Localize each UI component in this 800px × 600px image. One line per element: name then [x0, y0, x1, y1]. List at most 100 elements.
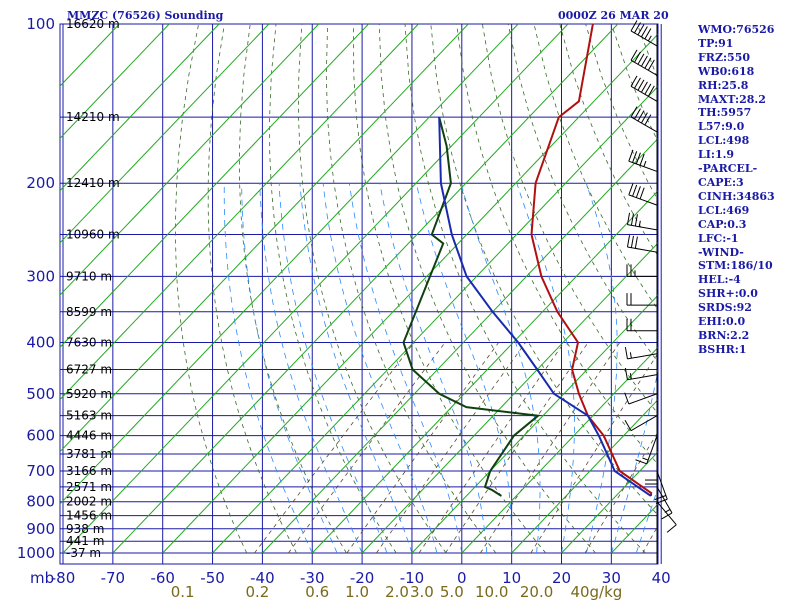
index-line: EHI:0.0 [698, 315, 746, 329]
temperature-tick-label: 40 [652, 569, 671, 587]
wind-barb-flag [634, 108, 641, 120]
pressure-tick-label: 200 [26, 174, 55, 192]
dry-adiabat [325, 24, 497, 554]
mixing-ratio-tick-label: 1.0 [345, 583, 369, 600]
wind-barb-flag [666, 524, 677, 533]
wind-barb-flag [624, 347, 628, 359]
isotherm-line [60, 24, 519, 505]
chart-date: 0000Z 26 MAR 20 [558, 9, 669, 22]
height-label: 3166 m [66, 464, 112, 478]
dry-adiabat [238, 24, 347, 554]
isotherm-line [361, 242, 658, 554]
mixing-ratio-line [642, 524, 658, 554]
temperature-tick-label: -10 [400, 569, 425, 587]
wind-barb-flag [637, 53, 645, 65]
wind-barb-flag [634, 77, 641, 89]
temperature-tick-label: -60 [150, 569, 175, 587]
dry-adiabat [378, 24, 596, 554]
wind-barb-flag [644, 28, 652, 40]
mixing-ratio-tick-label: 0.2 [245, 583, 269, 600]
height-label: 12410 m [66, 176, 120, 190]
index-line: LCL:498 [698, 134, 750, 148]
wind-barb-flag [637, 24, 645, 36]
wind-barb-staff [630, 116, 658, 133]
mixing-ratio-tick-label: 2.0 [385, 583, 409, 600]
dry-adiabat [174, 24, 248, 554]
wind-barb [624, 367, 658, 381]
index-line: TH:5957 [698, 106, 752, 120]
index-line: STM:186/10 [698, 259, 773, 273]
mixing-ratio-tick-label: 20.0 [520, 583, 553, 600]
isotherm-line [461, 346, 658, 554]
wind-barb [628, 149, 658, 172]
wind-barb-flag [640, 26, 648, 38]
height-label: 1456 m [66, 509, 112, 523]
indices-panel: WMO:76526 TP:91 FRZ:550 WB0:618 RH:25.8 MAXT:… [698, 23, 775, 357]
height-label: 5920 m [66, 387, 112, 401]
wind-barb-flag [635, 152, 641, 165]
pressure-tick-label: 600 [26, 427, 55, 445]
moist-adiabat [241, 183, 338, 554]
index-line: SRDS:92 [698, 301, 752, 315]
wind-barbs [624, 20, 677, 564]
wind-barb-flag [626, 212, 631, 225]
wind-barb-flag [634, 51, 641, 63]
index-line: LI:1.9 [698, 148, 735, 162]
wind-barb-flag [647, 85, 655, 97]
dry-adiabat [353, 24, 547, 554]
wind-barb-staff [627, 246, 658, 253]
wind-barb-flag [637, 79, 645, 91]
height-label: 6727 m [66, 363, 112, 377]
isotherm-line [62, 24, 569, 554]
wind-barb-flag [644, 83, 652, 95]
pressure-tick-label: 700 [26, 462, 55, 480]
wind-barb-staff [656, 501, 677, 526]
wind-barb [630, 106, 658, 133]
wind-barb-staff [628, 393, 658, 405]
pressure-tick-label: 400 [26, 333, 55, 351]
pressure-tick-label: 500 [26, 385, 55, 403]
index-line: WMO:76526 [698, 23, 775, 36]
moist-adiabat [223, 183, 313, 554]
height-label: 5163 m [66, 409, 112, 423]
isotherm-line [60, 24, 320, 296]
wind-barb-flag [634, 22, 641, 34]
wind-barb-half-flag [629, 352, 632, 359]
moist-adiabat [611, 368, 658, 554]
wind-barb [628, 183, 658, 206]
moist-adiabat [299, 183, 413, 554]
series-temperature-line [530, 24, 653, 497]
index-line: MAXT:28.2 [698, 92, 766, 106]
index-line: HEL:-4 [698, 273, 741, 287]
wind-barb [630, 20, 658, 47]
wind-barb-flag [634, 236, 638, 249]
height-label: 9710 m [66, 269, 112, 283]
pressure-tick-label: 100 [26, 15, 55, 33]
height-label: 7630 m [66, 335, 112, 349]
wind-barb [626, 318, 657, 332]
moist-adiabat [635, 486, 658, 554]
wind-barb-flag [661, 512, 673, 520]
index-line: LFC:-1 [698, 231, 739, 245]
wind-barb-staff [627, 374, 658, 381]
wind-barb-staff [630, 415, 658, 432]
wind-barb-staff [630, 59, 658, 76]
dry-adiabat [456, 24, 658, 466]
sounding-series [402, 24, 653, 497]
wind-barb-staff [627, 353, 658, 360]
wind-barb [624, 392, 658, 405]
height-label: 3781 m [66, 447, 112, 461]
index-line: LCL:469 [698, 203, 750, 217]
dry-adiabat [507, 24, 658, 363]
moist-adiabat [379, 183, 488, 554]
moist-adiabat [516, 183, 575, 554]
wind-barb-flag [628, 149, 634, 162]
wind-barb-flag [624, 392, 630, 405]
wind-barb-flag [640, 81, 648, 93]
dry-adiabat [207, 24, 297, 554]
wind-barb-flag [630, 75, 638, 87]
wind-barb-flag [624, 367, 628, 380]
wind-barb-flag [639, 187, 645, 200]
isotherm-line [112, 24, 619, 554]
wind-barb-flag [630, 20, 638, 32]
